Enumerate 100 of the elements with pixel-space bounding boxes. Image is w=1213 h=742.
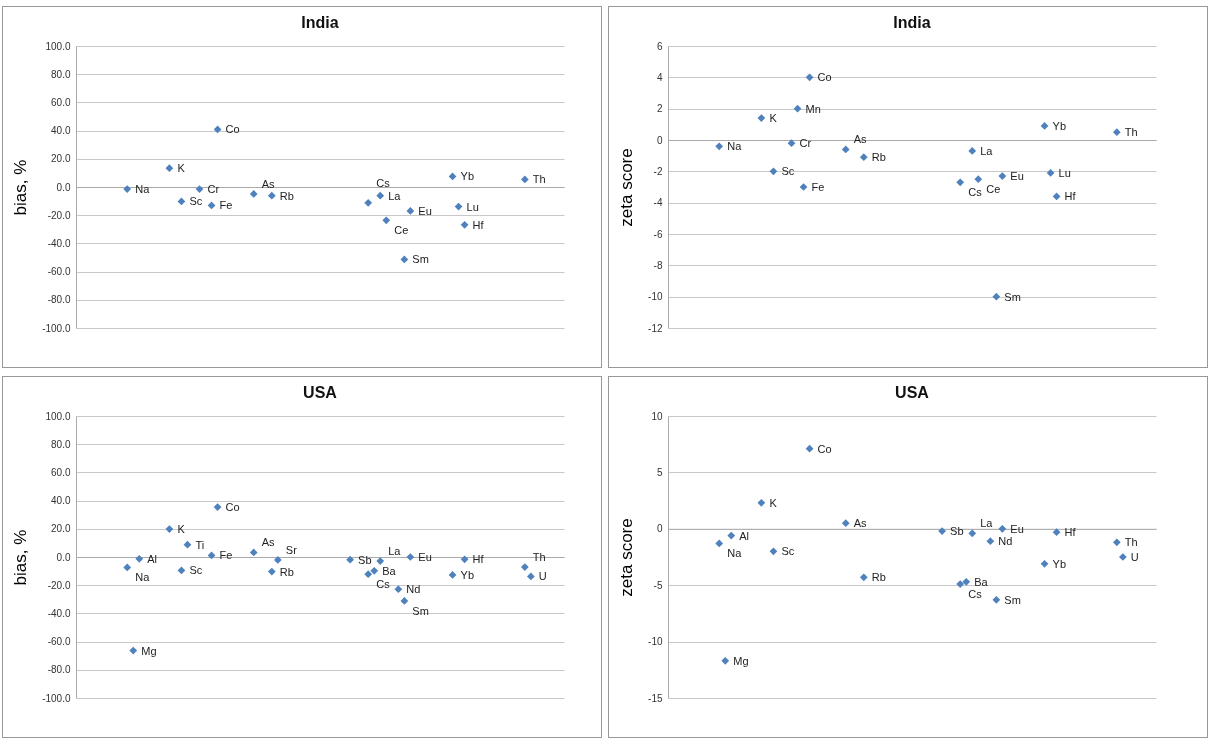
point	[1040, 122, 1049, 130]
data-label: Sc	[189, 564, 203, 577]
point	[135, 554, 144, 563]
data-label: As	[261, 177, 276, 190]
point	[460, 555, 469, 564]
data-label: Ba	[382, 564, 397, 577]
point	[346, 555, 354, 564]
y-tick-label: 100.0	[45, 410, 71, 422]
y-tick-label: 4	[656, 71, 663, 83]
data-label: Ce	[986, 183, 1001, 196]
point	[841, 145, 850, 154]
data-label: Sm	[1004, 290, 1021, 303]
data-label: Sm	[1004, 593, 1021, 606]
y-tick-label: 2	[656, 103, 663, 115]
y-tick-label: 100.0	[45, 40, 71, 52]
point	[769, 167, 778, 176]
y-tick-label: -2	[653, 165, 663, 177]
y-tick-label: 60.0	[51, 96, 71, 108]
y-axis-title: zeta score	[617, 518, 637, 597]
point	[520, 175, 529, 184]
data-label: Rb	[279, 565, 294, 578]
point	[727, 531, 736, 540]
point	[123, 563, 132, 572]
data-label: Lu	[466, 200, 479, 213]
y-tick-label: 10	[651, 410, 663, 422]
data-label: Na	[135, 571, 151, 584]
point	[793, 104, 802, 113]
point	[267, 191, 276, 200]
y-tick-label: -6	[653, 228, 663, 240]
point	[364, 198, 373, 207]
point	[448, 571, 457, 579]
data-label: Ce	[394, 224, 409, 237]
y-tick-label: -60.0	[47, 636, 71, 648]
point	[799, 183, 808, 191]
data-label: La	[388, 189, 402, 202]
data-label: Nd	[406, 583, 421, 596]
data-label: K	[177, 162, 186, 175]
data-label: Sm	[412, 604, 429, 617]
point	[841, 519, 850, 528]
y-tick-label: 40.0	[51, 495, 71, 507]
data-label: As	[261, 536, 276, 549]
point	[406, 553, 415, 561]
point	[520, 563, 529, 571]
y-tick-label: -4	[653, 197, 663, 209]
y-tick-label: -100.0	[42, 322, 71, 334]
y-tick-label: 0	[656, 134, 663, 146]
data-label: Hf	[1064, 526, 1077, 539]
point	[992, 595, 1001, 604]
data-label: Yb	[460, 568, 475, 581]
point	[1052, 192, 1061, 201]
data-label: Eu	[418, 204, 432, 217]
data-label: Sc	[189, 195, 203, 208]
data-label: K	[769, 496, 778, 509]
point	[805, 444, 814, 453]
data-label: Eu	[1010, 522, 1024, 535]
point	[859, 153, 868, 162]
point	[998, 524, 1007, 533]
y-tick-label: 5	[656, 466, 663, 478]
y-tick-label: -15	[648, 692, 663, 704]
y-tick-label: 60.0	[51, 466, 71, 478]
y-tick-label: -8	[653, 259, 663, 271]
y-tick-label: -20.0	[47, 209, 71, 221]
point	[757, 114, 766, 122]
point	[376, 191, 385, 200]
data-label: La	[388, 545, 402, 558]
data-label: Sc	[781, 165, 795, 178]
data-label: Fe	[219, 549, 233, 562]
point	[394, 585, 403, 594]
data-label: Fe	[219, 199, 233, 212]
data-label: Co	[817, 71, 832, 84]
data-label: K	[769, 112, 778, 125]
point	[400, 597, 409, 605]
point	[787, 139, 796, 148]
point	[129, 646, 138, 655]
data-label: Mg	[141, 644, 157, 657]
data-label: Cr	[799, 137, 812, 150]
data-label: U	[1130, 551, 1139, 563]
y-axis-title: bias, %	[11, 529, 31, 586]
point	[1052, 528, 1061, 537]
data-label: Rb	[279, 189, 294, 202]
data-label: U	[538, 570, 547, 583]
data-label: Rb	[871, 571, 886, 584]
point	[859, 573, 868, 582]
point	[213, 503, 222, 511]
y-tick-label: -10	[648, 291, 663, 303]
data-label: Lu	[1058, 166, 1071, 179]
point	[526, 572, 535, 581]
y-tick-label: -40.0	[47, 237, 71, 249]
data-label: Hf	[1064, 190, 1077, 203]
point	[123, 185, 132, 193]
point	[968, 147, 977, 155]
data-label: Th	[532, 551, 546, 564]
chart-title: India	[301, 14, 339, 31]
y-tick-label: 0.0	[56, 551, 71, 563]
data-label: Cs	[376, 578, 391, 591]
data-label: Nd	[998, 535, 1013, 548]
point	[165, 164, 174, 173]
data-label: Sc	[781, 545, 795, 558]
data-label: Th	[532, 173, 546, 186]
y-tick-label: -100.0	[42, 692, 71, 704]
